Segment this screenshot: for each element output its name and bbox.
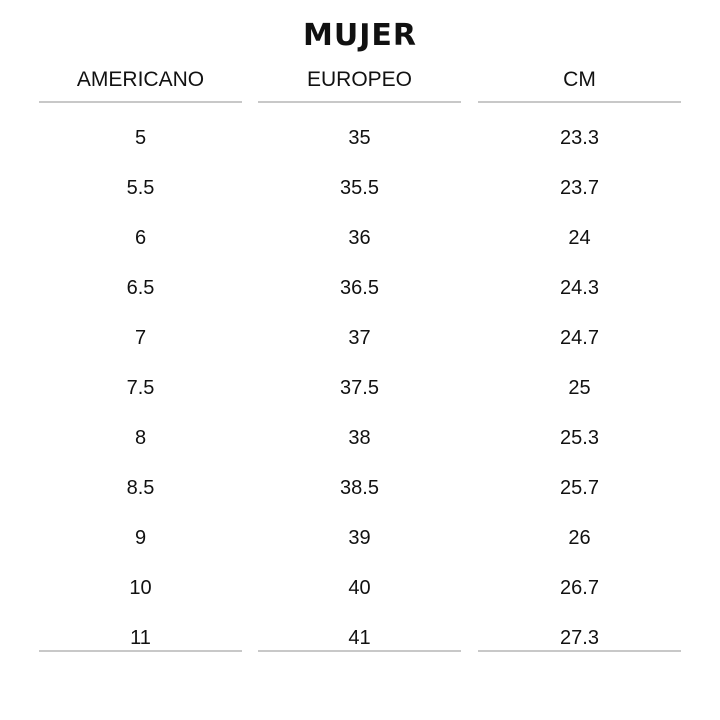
table-cell: 23.3 — [560, 127, 599, 149]
table-cell: 26.7 — [560, 577, 599, 599]
table-cell: 37.5 — [340, 377, 379, 399]
table-cell: 23.7 — [560, 177, 599, 199]
table-cell: 38 — [348, 427, 371, 449]
table-cell: 36 — [348, 227, 371, 249]
table-cell: 5.5 — [126, 177, 155, 199]
table-cell: 5 — [134, 127, 147, 149]
header-divider — [39, 101, 242, 103]
bottom-divider — [258, 650, 461, 652]
table-cell: 41 — [348, 627, 371, 649]
column-header: EUROPEO — [306, 68, 413, 91]
column-header: CM — [563, 68, 596, 91]
header-divider — [258, 101, 461, 103]
table-cell: 35 — [348, 127, 371, 149]
table-cell: 8 — [134, 427, 147, 449]
table-cell: 25 — [568, 377, 591, 399]
table-cell: 26 — [568, 527, 591, 549]
table-cell: 9 — [134, 527, 147, 549]
table-cell: 10 — [129, 577, 152, 599]
bottom-divider — [39, 650, 242, 652]
column-header: AMERICANO — [76, 68, 205, 91]
size-column: AMERICANO 5 5.5 6 6.5 7 7.5 8 8.5 9 10 11 — [39, 0, 242, 720]
table-cell: 25.7 — [560, 477, 599, 499]
table-cell: 8.5 — [126, 477, 155, 499]
table-cell: 7 — [134, 327, 147, 349]
bottom-divider — [478, 650, 681, 652]
header-divider — [478, 101, 681, 103]
table-cell: 6 — [134, 227, 147, 249]
table-cell: 39 — [348, 527, 371, 549]
size-column: CM 23.3 23.7 24 24.3 24.7 25 25.3 25.7 26 26.7 27.3 — [478, 0, 681, 720]
table-cell: 35.5 — [340, 177, 379, 199]
table-cell: 24.7 — [560, 327, 599, 349]
page-title: MUJER — [303, 18, 417, 53]
table-cell: 38.5 — [340, 477, 379, 499]
table-cell: 40 — [348, 577, 371, 599]
table-cell: 6.5 — [126, 277, 155, 299]
table-cell: 24 — [568, 227, 591, 249]
table-cell: 27.3 — [560, 627, 599, 649]
table-cell: 37 — [348, 327, 371, 349]
size-column: EUROPEO 35 35.5 36 36.5 37 37.5 38 38.5 39 40 41 — [258, 0, 461, 720]
table-cell: 24.3 — [560, 277, 599, 299]
table-cell: 11 — [130, 627, 151, 649]
table-cell: 25.3 — [560, 427, 599, 449]
table-cell: 36.5 — [340, 277, 379, 299]
table-cell: 7.5 — [126, 377, 155, 399]
